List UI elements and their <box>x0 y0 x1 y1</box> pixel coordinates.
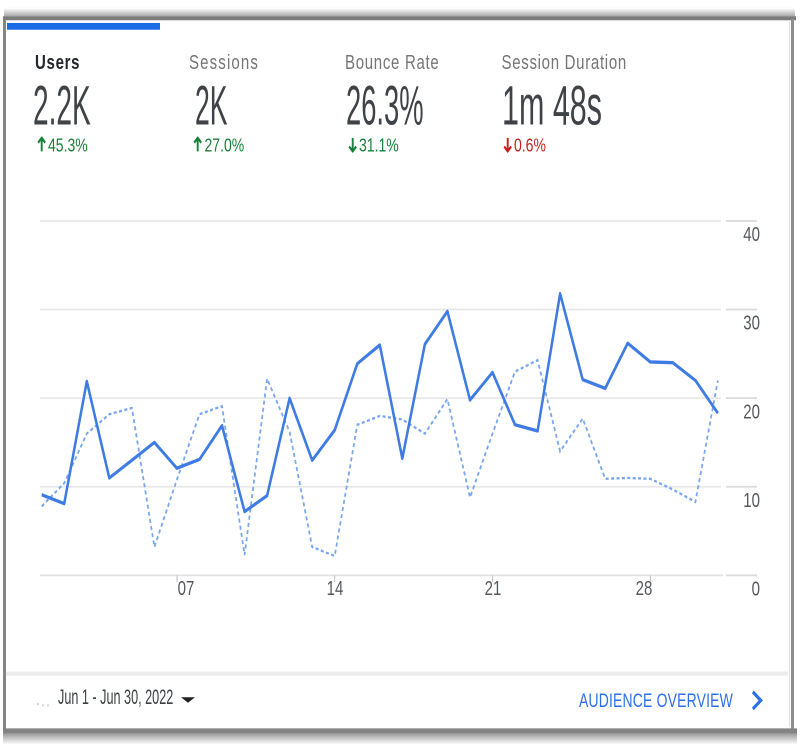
svg-text:40: 40 <box>743 223 760 246</box>
svg-text:0: 0 <box>752 577 760 600</box>
svg-text:10: 10 <box>743 489 760 512</box>
svg-text:21: 21 <box>485 577 502 600</box>
svg-text:14: 14 <box>327 577 344 600</box>
svg-text:20: 20 <box>743 400 760 423</box>
svg-text:30: 30 <box>743 312 760 335</box>
svg-text:28: 28 <box>636 577 653 600</box>
svg-text:07: 07 <box>178 577 195 600</box>
